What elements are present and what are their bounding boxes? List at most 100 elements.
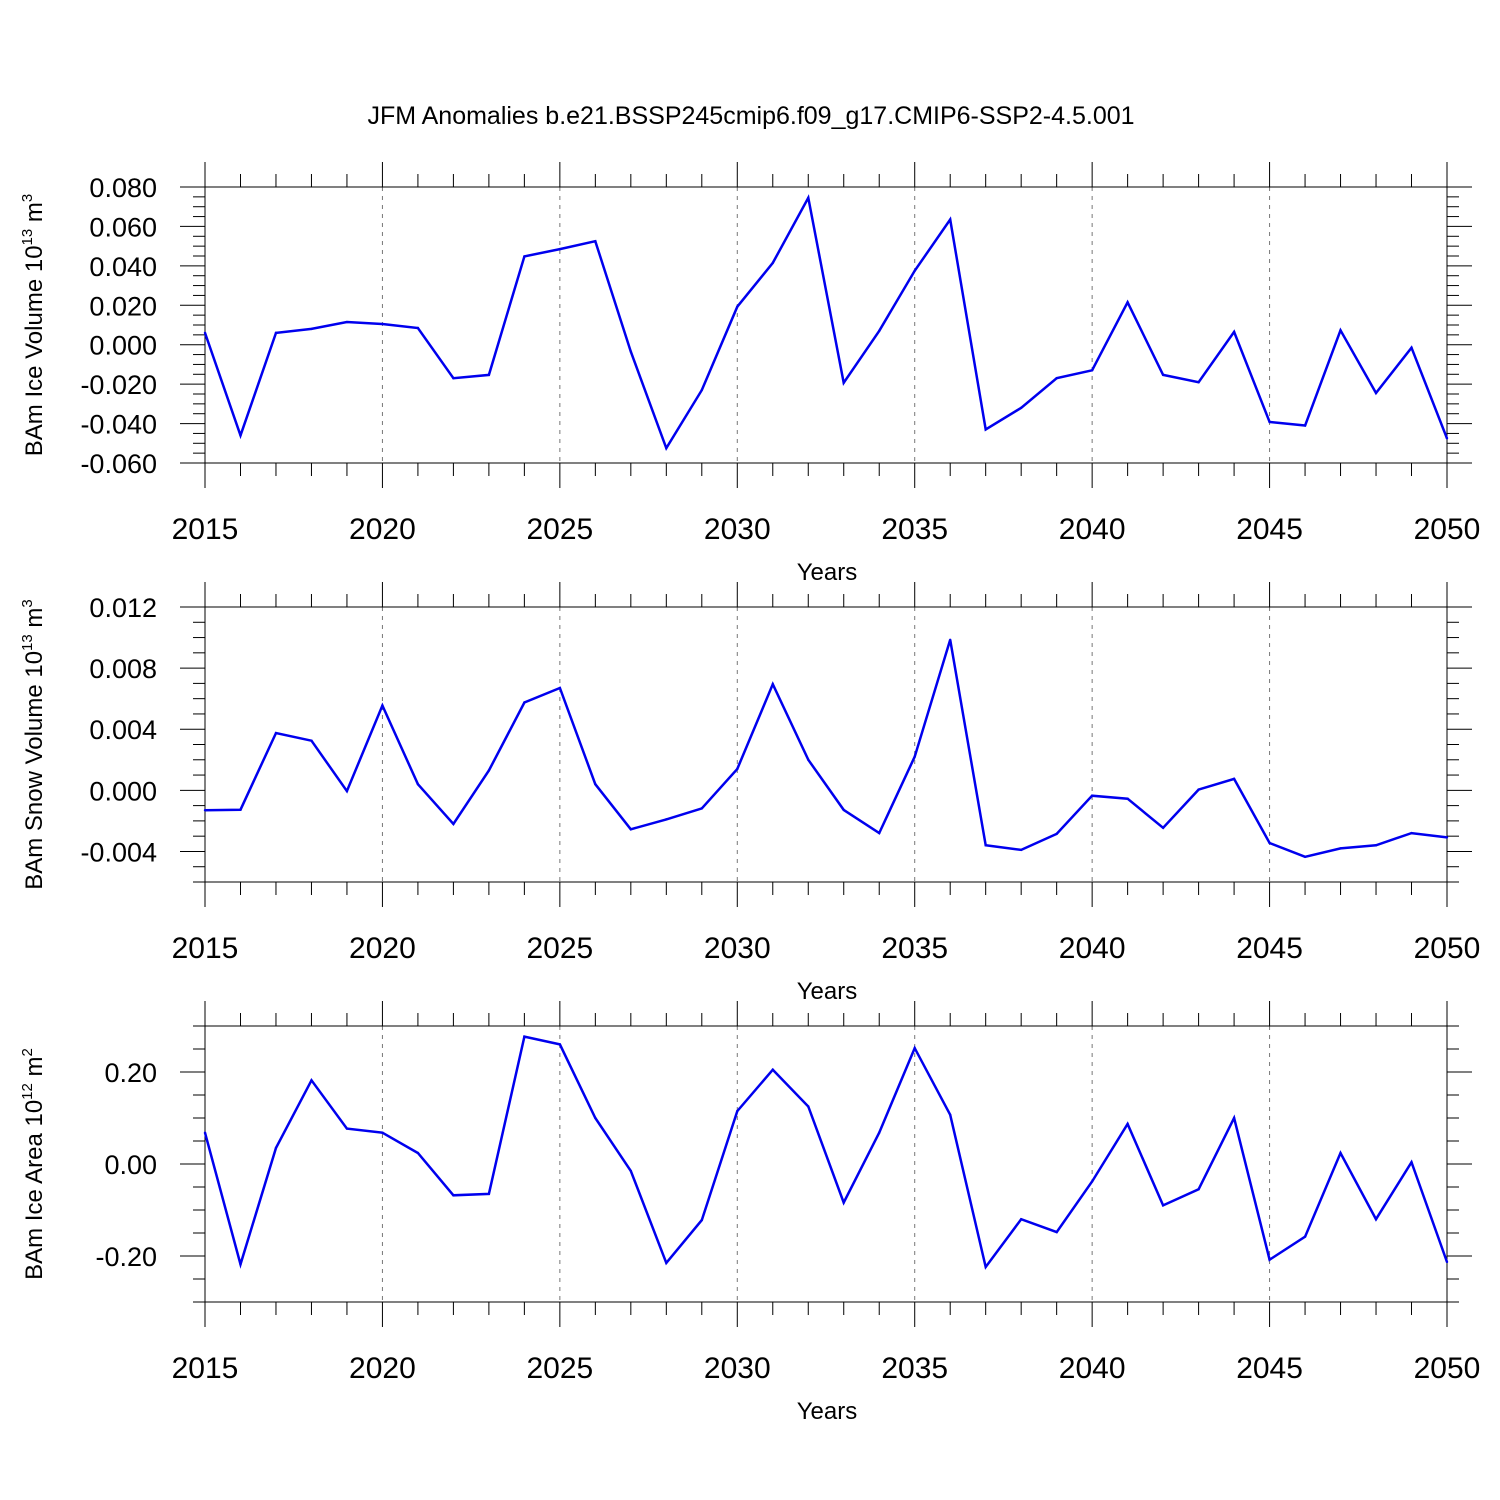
y-axis-label-superscript: 13 <box>19 229 36 246</box>
data-point-2043 <box>1197 380 1200 384</box>
y-tick-label-0: 0.000 <box>89 331 157 361</box>
y-axis-label-superscript: 12 <box>19 1083 36 1100</box>
data-point-2019 <box>345 789 349 793</box>
data-point-2039 <box>1055 377 1058 380</box>
x-tick-label-2015: 2015 <box>172 1352 239 1385</box>
x-tick-label-2020: 2020 <box>349 932 416 965</box>
x-axis-label: Years <box>797 1398 858 1425</box>
data-point-2038 <box>1019 1218 1023 1221</box>
data-point-2038 <box>1019 848 1023 852</box>
data-point-2044 <box>1232 1116 1236 1120</box>
data-point-2033 <box>842 381 845 384</box>
data-point-2017 <box>274 731 278 735</box>
data-point-2037 <box>984 1265 987 1269</box>
y-axis-label: BAm Ice Volume 1013 m3 <box>19 194 48 456</box>
data-point-2041 <box>1126 1122 1129 1126</box>
y-axis-label-superscript: 2 <box>19 1048 36 1056</box>
panel-3: -0.20 0.00 0.20 2015 2020 2025 2030 2035 2040 204… <box>19 1001 1480 1425</box>
data-point-2043 <box>1197 788 1200 791</box>
y-tick-label-0p2: 0.20 <box>104 1058 157 1088</box>
data-point-2022 <box>452 377 455 380</box>
x-tick-label-2040: 2040 <box>1059 932 1126 965</box>
data-point-2029 <box>700 807 703 810</box>
data-point-2015 <box>203 1131 207 1134</box>
panels: -0.060 -0.040 -0.020 0.000 0.020 0.040 0.060 0.… <box>19 162 1480 1425</box>
data-point-2046 <box>1303 1235 1307 1238</box>
data-point-2041 <box>1126 797 1129 800</box>
data-point-2049 <box>1410 1160 1413 1164</box>
data-point-2031 <box>771 682 774 686</box>
data-point-2032 <box>807 1105 810 1108</box>
data-point-2026 <box>594 240 597 243</box>
x-tick-label-2035: 2035 <box>881 513 948 546</box>
y-tick-label-0p012: 0.012 <box>89 593 157 623</box>
data-point-2036 <box>949 638 952 642</box>
data-point-2049 <box>1410 831 1413 835</box>
series-line <box>203 1035 1449 1270</box>
data-point-2039 <box>1055 832 1058 836</box>
data-point-2048 <box>1374 391 1378 395</box>
data-point-2047 <box>1339 1151 1342 1155</box>
data-point-2050 <box>1445 836 1449 839</box>
data-point-2025 <box>558 247 562 251</box>
data-point-2022 <box>452 1194 455 1197</box>
data-point-2024 <box>523 1035 526 1038</box>
series-line <box>204 639 1448 859</box>
y-axis-label-text: m <box>21 1056 48 1083</box>
data-point-2047 <box>1339 329 1342 332</box>
panel-2: -0.004 0.000 0.004 0.008 0.012 2015 2020 2025 20… <box>19 582 1480 1005</box>
data-point-2045 <box>1268 420 1271 424</box>
x-tick-label-2030: 2030 <box>704 932 771 965</box>
data-point-2031 <box>771 1068 774 1071</box>
data-point-2044 <box>1232 777 1236 781</box>
data-point-2032 <box>807 196 810 200</box>
y-axis-label-text: BAm Snow Volume 10 <box>21 651 48 890</box>
data-point-2018 <box>310 327 313 331</box>
y-tick-label-0: 0.00 <box>104 1150 157 1180</box>
data-point-2035 <box>913 1046 916 1050</box>
y-tick-label-m0p04: -0.040 <box>80 410 157 440</box>
data-point-2031 <box>771 261 774 265</box>
x-tick-label-2050: 2050 <box>1414 513 1481 546</box>
y-tick-label-0p08: 0.080 <box>89 173 157 203</box>
data-point-2044 <box>1232 330 1236 334</box>
x-tick-label-2040: 2040 <box>1059 1352 1126 1385</box>
data-point-2037 <box>984 428 987 431</box>
y-tick-label-0p004: 0.004 <box>89 715 157 745</box>
data-point-2022 <box>452 822 455 826</box>
data-point-2028 <box>665 818 668 821</box>
data-point-2027 <box>629 828 633 831</box>
data-point-2023 <box>487 1192 491 1196</box>
data-point-2020 <box>381 704 384 707</box>
data-point-2034 <box>878 1131 881 1134</box>
data-point-2030 <box>736 1109 739 1113</box>
y-tick-label-0p02: 0.020 <box>89 291 157 321</box>
data-point-2017 <box>274 1146 278 1150</box>
data-point-2016 <box>239 808 242 811</box>
data-point-2019 <box>345 320 349 324</box>
y-tick-label-0p04: 0.040 <box>89 252 157 282</box>
y-tick-label-0: 0.000 <box>89 776 157 806</box>
data-point-2043 <box>1197 1188 1200 1191</box>
data-point-2035 <box>913 755 916 758</box>
data-point-2019 <box>345 1127 349 1130</box>
y-axis-label: BAm Snow Volume 1013 m3 <box>19 599 48 890</box>
data-point-2020 <box>381 322 384 326</box>
data-point-2021 <box>416 783 420 786</box>
x-tick-label-2050: 2050 <box>1414 932 1481 965</box>
data-point-2023 <box>487 373 491 377</box>
data-point-2046 <box>1303 424 1307 427</box>
x-tick-label-2050: 2050 <box>1414 1352 1481 1385</box>
data-point-2015 <box>203 808 207 812</box>
x-tick-label-2020: 2020 <box>349 1352 416 1385</box>
data-point-2025 <box>558 686 562 690</box>
y-axis-label: BAm Ice Area 1012 m2 <box>19 1048 48 1280</box>
x-tick-label-2035: 2035 <box>881 932 948 965</box>
data-point-2037 <box>984 844 987 847</box>
data-point-2042 <box>1161 373 1165 377</box>
x-tick-label-2030: 2030 <box>704 1352 771 1385</box>
data-point-2030 <box>736 305 739 308</box>
x-tick-label-2030: 2030 <box>704 513 771 546</box>
